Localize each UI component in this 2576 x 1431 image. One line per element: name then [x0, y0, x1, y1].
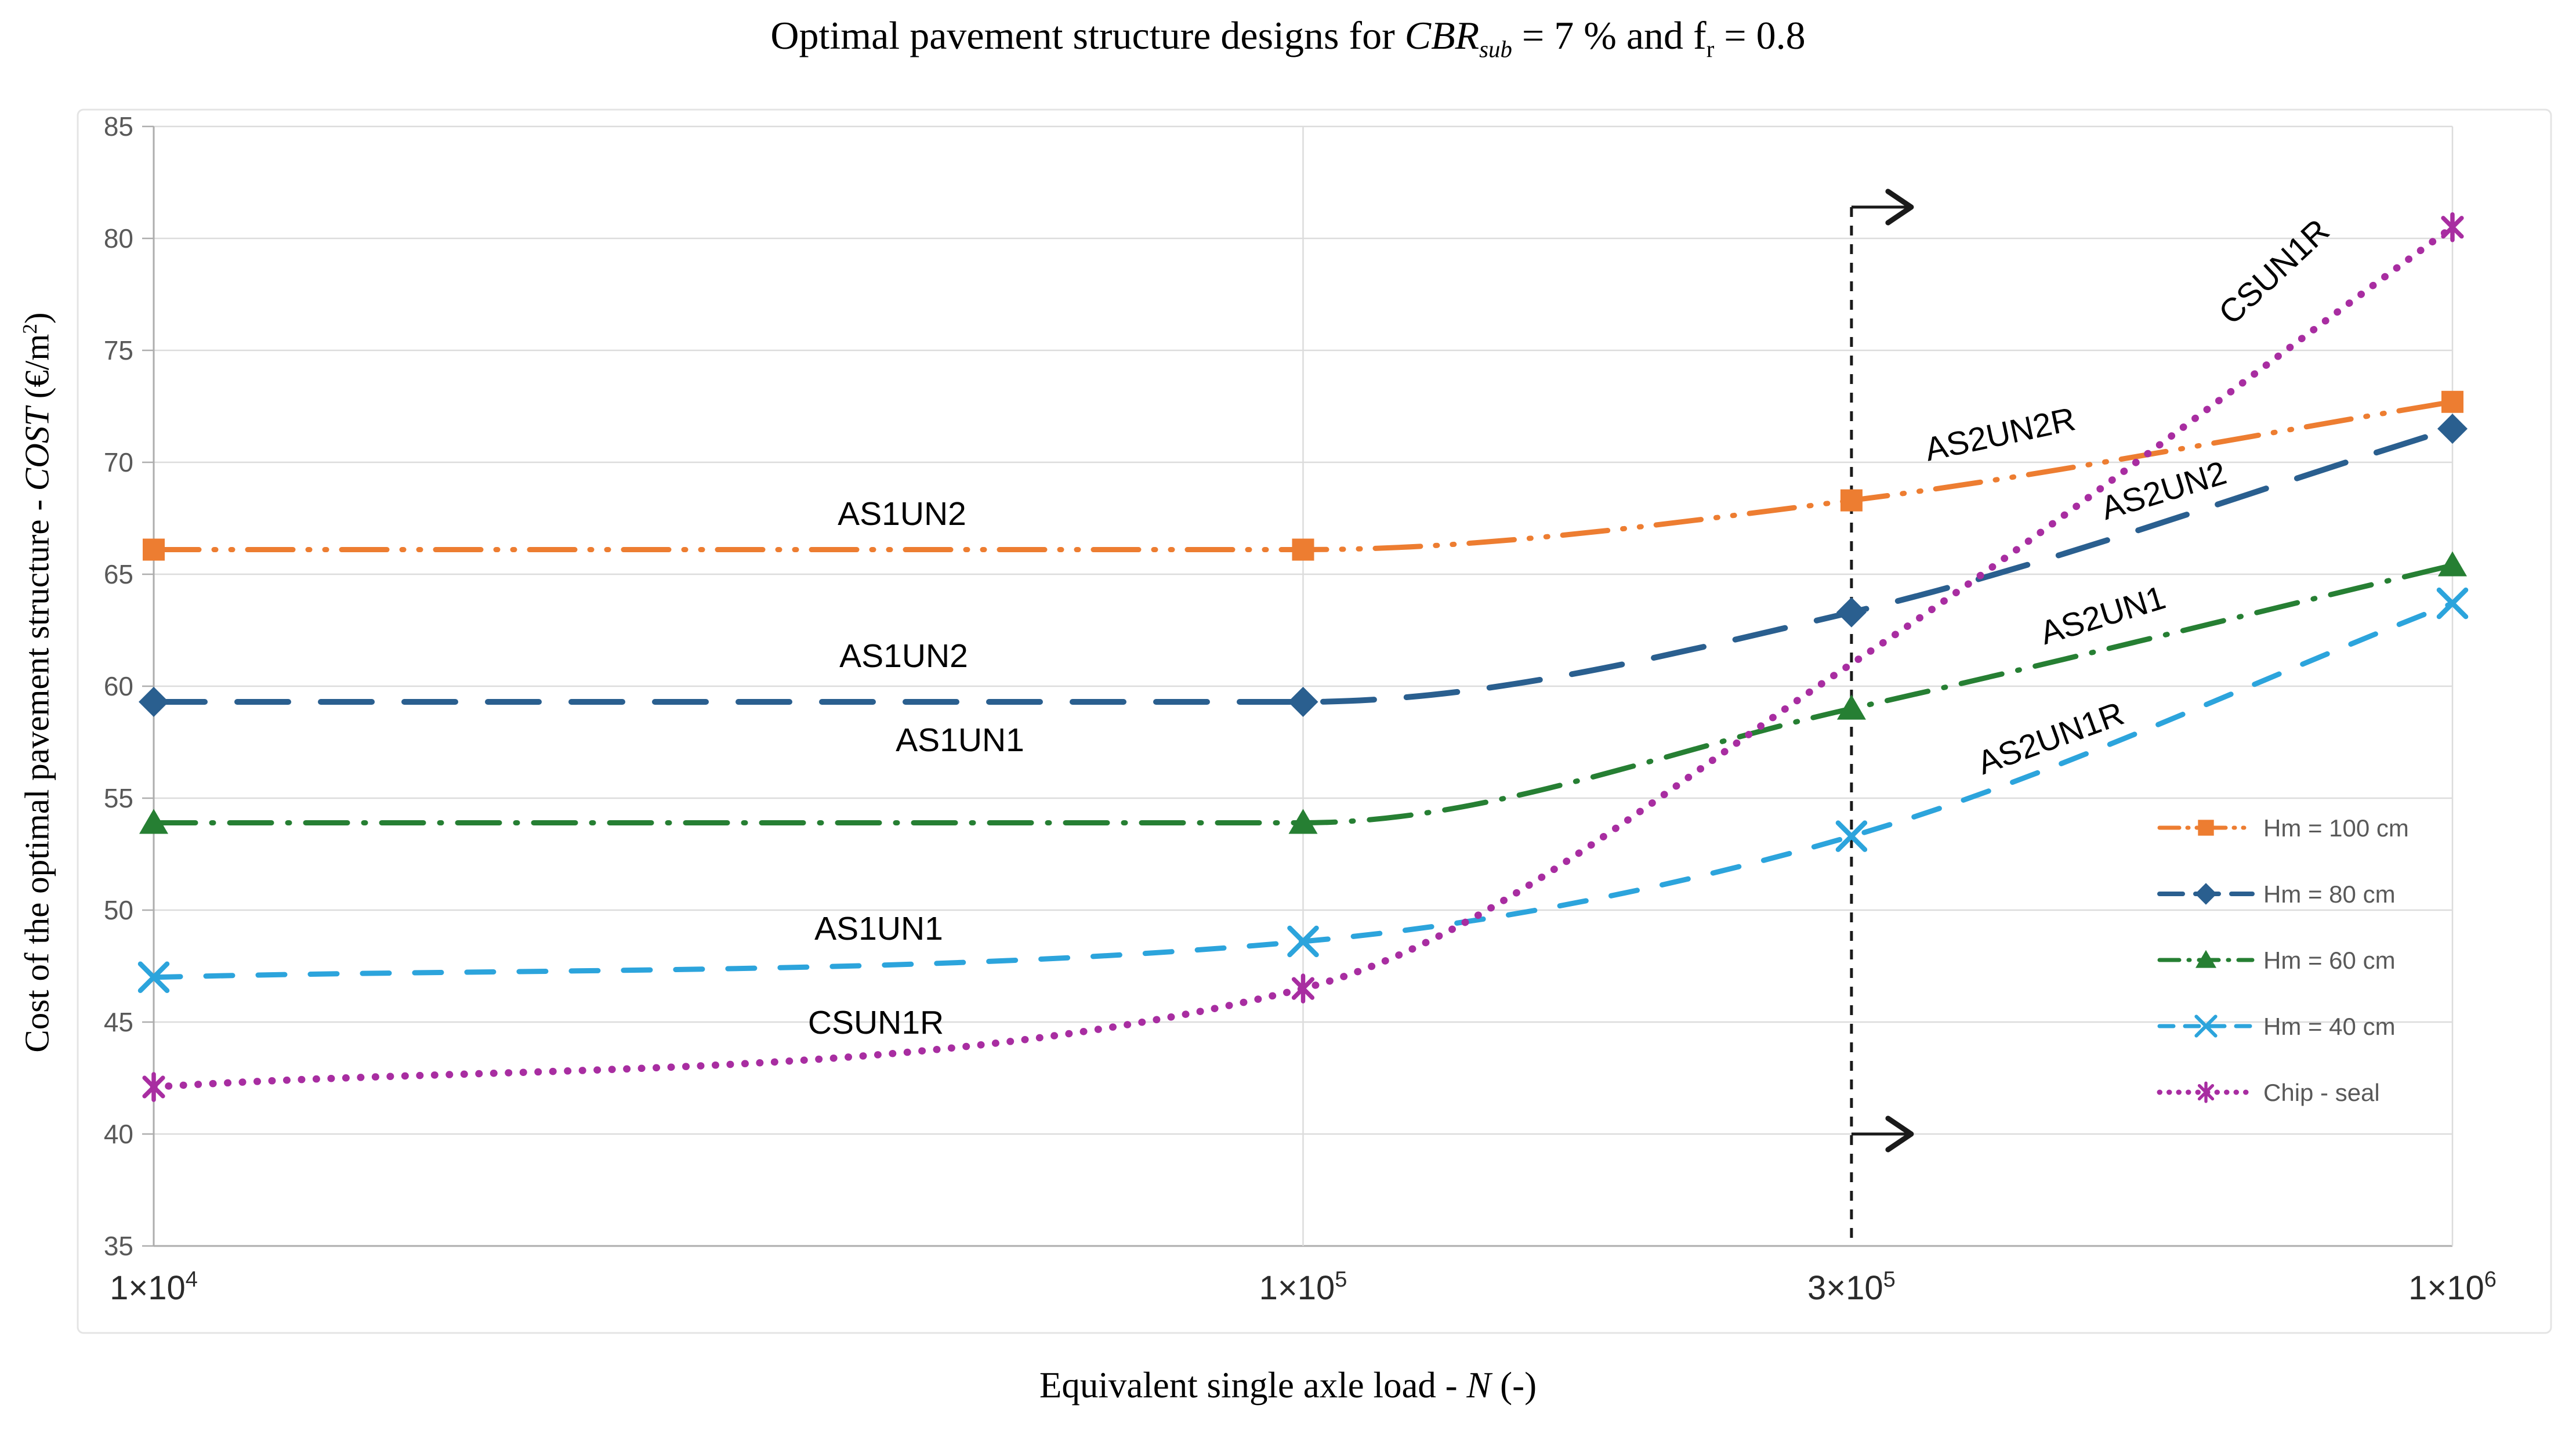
chart-title: Optimal pavement structure designs for C… — [770, 13, 1806, 63]
y-tick-label: 40 — [104, 1119, 133, 1149]
series-line-hm80cm — [151, 426, 2455, 705]
chart-frame — [77, 108, 2552, 1334]
square-marker — [2198, 820, 2214, 836]
y-tick-label: 85 — [104, 111, 133, 142]
y-tick-label: 50 — [104, 895, 133, 925]
structure-label-as2un1r: AS2UN1R — [1973, 695, 2129, 782]
series-line-chip-seal — [150, 223, 2457, 1091]
structure-label-as1un2: AS1UN2 — [838, 495, 966, 532]
structure-label-csun1r: CSUN1R — [808, 1004, 944, 1041]
x-tick-label: 3×105 — [1807, 1267, 1896, 1307]
series-line-hm100cm — [151, 399, 2455, 553]
legend: Hm = 100 cm Hm = 80 cm Hm = 60 cm Hm = 40 c… — [2157, 814, 2409, 1106]
diamond-marker — [1836, 597, 1867, 628]
series-line-hm60cm — [151, 563, 2455, 825]
series-markers — [137, 212, 2469, 1102]
x-marker — [2436, 587, 2469, 620]
y-tick-label: 75 — [104, 335, 133, 365]
y-tick-label: 60 — [104, 671, 133, 701]
structure-label-as1un2: AS1UN2 — [839, 637, 968, 675]
x-axis-title: Equivalent single axle load - N (-) — [1039, 1365, 1537, 1405]
star6-marker — [2441, 212, 2464, 242]
structure-labels: AS1UN2 AS1UN2 AS1UN1 AS1UN1 CSUN1R AS2UN2R AS2… — [808, 212, 2336, 1041]
legend-label: Hm = 80 cm — [2263, 881, 2396, 908]
square-marker — [1840, 489, 1863, 512]
legend-label: Chip - seal — [2263, 1079, 2380, 1106]
y-tick-label: 45 — [104, 1007, 133, 1037]
structure-label-as1un1: AS1UN1 — [896, 722, 1024, 759]
right-arrow-head — [1885, 1115, 1914, 1153]
legend-item-hm80cm: Hm = 80 cm — [2157, 881, 2396, 908]
diamond-marker — [139, 687, 169, 718]
legend-label: Hm = 60 cm — [2263, 947, 2396, 974]
structure-label-as1un1: AS1UN1 — [814, 910, 943, 947]
series-lines — [150, 223, 2457, 1091]
diamond-marker — [2437, 414, 2468, 444]
x-marker — [1835, 820, 1868, 852]
structure-label-as2un2: AS2UN2 — [2097, 454, 2231, 527]
triangle-marker — [2195, 950, 2216, 968]
y-tick-label: 65 — [104, 559, 133, 589]
legend-item-hm60cm: Hm = 60 cm — [2157, 947, 2396, 974]
design-traffic-annotation — [1850, 189, 1914, 1246]
series-line-hm40cm — [151, 600, 2455, 980]
y-tick-label: 55 — [104, 783, 133, 813]
x-marker — [1287, 925, 1319, 958]
gridlines — [142, 125, 2454, 1247]
triangle-marker — [1836, 694, 1866, 720]
triangle-marker — [1288, 809, 1318, 834]
structure-label-as2un2r: AS2UN2R — [1922, 400, 2078, 468]
y-tick-label: 35 — [104, 1231, 133, 1261]
star6-marker — [1291, 973, 1315, 1003]
legend-item-chip-seal: Chip - seal — [2157, 1079, 2380, 1106]
square-marker — [143, 538, 165, 561]
x-marker — [137, 961, 170, 994]
y-tick-label: 70 — [104, 447, 133, 477]
triangle-marker — [2438, 551, 2467, 577]
legend-label: Hm = 100 cm — [2263, 814, 2409, 842]
x-tick-label: 1×106 — [2408, 1267, 2497, 1307]
star6-marker — [2197, 1081, 2215, 1103]
square-marker — [1292, 538, 1314, 561]
x-tick-label: 1×105 — [1259, 1267, 1347, 1307]
legend-label: Hm = 40 cm — [2263, 1013, 2396, 1040]
x-marker — [2194, 1015, 2218, 1038]
triangle-marker — [139, 809, 168, 834]
x-tick-label: 1×104 — [110, 1267, 198, 1307]
y-tick-label: 80 — [104, 223, 133, 253]
legend-item-hm100cm: Hm = 100 cm — [2157, 814, 2409, 842]
right-arrow-head — [1885, 189, 1914, 226]
tick-labels: 35 40 45 50 55 60 65 70 75 80 85 1×104 1×105 3×105 1×1… — [104, 111, 2497, 1307]
square-marker — [2441, 390, 2463, 413]
star6-marker — [142, 1072, 165, 1102]
diamond-marker — [1288, 687, 1318, 718]
legend-item-hm40cm: Hm = 40 cm — [2157, 1013, 2396, 1040]
diamond-marker — [2195, 883, 2217, 905]
structure-label-csun1r: CSUN1R — [2212, 212, 2336, 332]
